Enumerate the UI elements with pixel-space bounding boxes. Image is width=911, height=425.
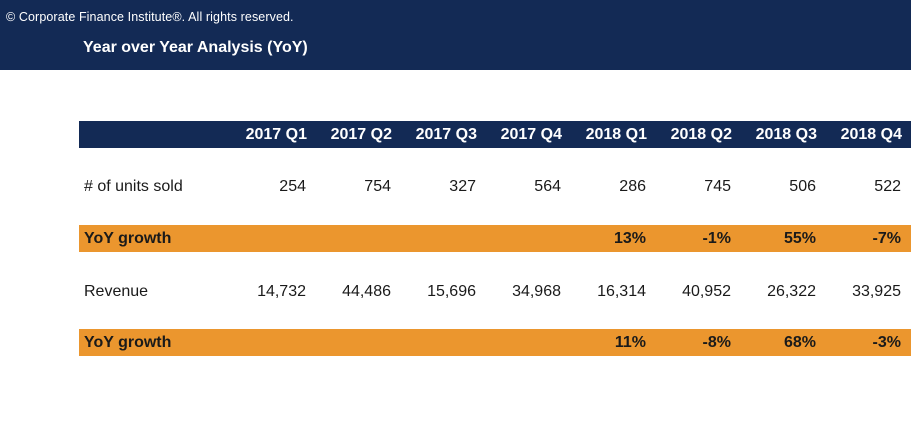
column-header: 2017 Q4 (500, 125, 562, 143)
table-cell: 754 (364, 178, 391, 195)
column-header: 2018 Q4 (840, 125, 902, 143)
column-header: 2018 Q2 (670, 125, 732, 143)
table-cell: 522 (874, 178, 901, 195)
table-cell: 564 (534, 178, 561, 195)
table-cell: 327 (449, 178, 476, 195)
table-cell: 16,314 (597, 283, 646, 300)
header-banner: © Corporate Finance Institute®. All righ… (0, 0, 911, 70)
table-cell: -8% (702, 333, 731, 351)
row-label: YoY growth (84, 333, 172, 351)
table-cell: 55% (783, 229, 816, 247)
table-cell: 13% (613, 229, 646, 247)
table-cell: 286 (619, 178, 646, 195)
table-row-revenue: Revenue 14,732 44,486 15,696 34,968 16,3… (79, 278, 911, 306)
column-header: 2018 Q3 (755, 125, 817, 143)
table-row-revenue-yoy-growth: YoY growth 11% -8% 68% -3% (79, 329, 911, 356)
row-label: # of units sold (84, 178, 183, 195)
row-label: YoY growth (84, 229, 172, 247)
page-title: Year over Year Analysis (YoY) (83, 39, 308, 56)
table-cell: 11% (614, 333, 646, 351)
table-row-units-yoy-growth: YoY growth 13% -1% 55% -7% (79, 225, 911, 252)
table-cell: 745 (704, 178, 731, 195)
table-cell: 68% (783, 333, 816, 351)
table-cell: 15,696 (427, 283, 476, 300)
table-cell: 26,322 (767, 283, 816, 300)
table-cell: 254 (279, 178, 306, 195)
column-header: 2017 Q3 (415, 125, 477, 143)
table-cell: 33,925 (852, 283, 901, 300)
copyright-notice: © Corporate Finance Institute®. All righ… (6, 10, 294, 24)
table-cell: 40,952 (682, 283, 731, 300)
table-cell: 14,732 (257, 283, 306, 300)
column-header: 2018 Q1 (585, 125, 647, 143)
table-row-units-sold: # of units sold 254 754 327 564 286 745 … (79, 173, 911, 201)
row-label: Revenue (84, 283, 149, 300)
table-header-row: 2017 Q1 2017 Q2 2017 Q3 2017 Q4 2018 Q1 … (79, 121, 911, 148)
table-cell: 34,968 (512, 283, 561, 300)
table-cell: 506 (789, 178, 816, 195)
column-header: 2017 Q2 (330, 125, 392, 143)
column-header: 2017 Q1 (245, 125, 307, 143)
table-cell: 44,486 (342, 283, 391, 300)
table-cell: -7% (872, 229, 901, 247)
table-cell: -3% (872, 333, 901, 351)
table-cell: -1% (702, 229, 731, 247)
